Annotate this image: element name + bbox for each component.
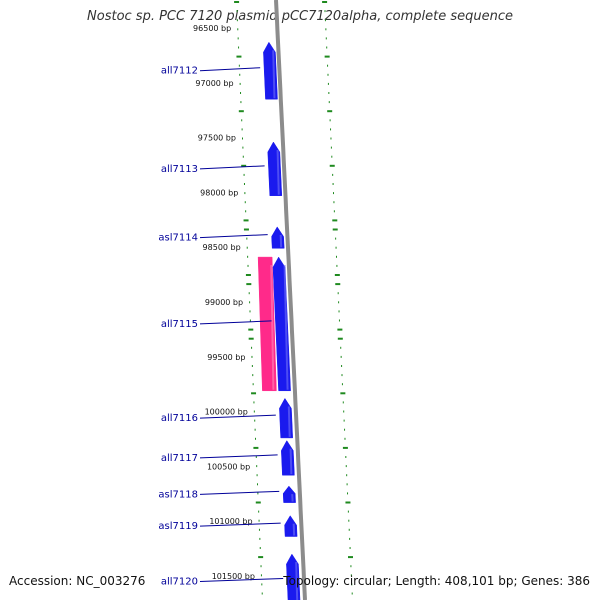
gene-feature[interactable] — [271, 226, 285, 249]
gene-features[interactable] — [257, 41, 301, 600]
gene-label[interactable]: all7113 — [161, 164, 198, 175]
gene-leader-line — [199, 165, 265, 170]
gene-label[interactable]: asl7118 — [158, 489, 198, 500]
bp-label: 100000 bp — [205, 408, 248, 417]
gene-feature[interactable] — [282, 485, 296, 503]
plasmid-backbone — [274, 0, 307, 600]
gene-label[interactable]: all7117 — [161, 453, 198, 464]
gene-leader-line — [199, 67, 261, 72]
map-title: Nostoc sp. PCC 7120 plasmid pCC7120alpha… — [87, 9, 513, 24]
gene-leader-line — [199, 490, 280, 495]
gene-label[interactable]: all7112 — [161, 66, 198, 77]
accession-text: Accession: NC_003276 — [9, 574, 146, 588]
gene-label[interactable]: asl7119 — [158, 521, 198, 532]
gene-leader-line — [199, 320, 272, 325]
feature-shading — [272, 50, 276, 99]
bp-label: 99500 bp — [207, 353, 245, 362]
feature-shading — [287, 406, 291, 437]
bp-label: 98000 bp — [200, 188, 238, 197]
gene-labels: all7112 all7113 asl7114 all7115 all7116 all71… — [158, 66, 284, 587]
gene-feature[interactable] — [263, 41, 278, 100]
gene-feature[interactable] — [281, 440, 295, 476]
bp-label: 97500 bp — [198, 134, 236, 143]
bp-position-labels: 96500 bp 97000 bp 97500 bp 98000 bp 98500 bp… — [193, 24, 255, 581]
gene-feature[interactable] — [284, 515, 298, 537]
gene-label[interactable]: all7120 — [161, 576, 198, 587]
bp-label: 101500 bp — [212, 572, 255, 581]
gene-label[interactable]: all7115 — [161, 319, 198, 330]
gene-leader-line — [199, 234, 268, 239]
bp-label: 97000 bp — [195, 79, 233, 88]
gene-label[interactable]: asl7114 — [158, 233, 198, 244]
feature-shading — [289, 448, 293, 475]
gene-leader-line — [199, 522, 281, 527]
topology-summary: Topology: circular; Length: 408,101 bp; … — [283, 574, 590, 588]
bp-label: 99000 bp — [205, 298, 243, 307]
bp-label: 101000 bp — [209, 517, 252, 526]
bp-label: 100500 bp — [207, 462, 250, 471]
feature-shading — [283, 265, 289, 390]
gene-leader-line — [199, 414, 276, 419]
feature-shading — [270, 265, 275, 390]
outer-tick-ring — [322, 1, 353, 595]
feature-shading — [276, 149, 280, 195]
bp-label: 96500 bp — [193, 24, 231, 33]
gene-feature[interactable] — [267, 141, 283, 196]
feature-shading — [295, 562, 299, 600]
gene-leader-line — [199, 454, 278, 459]
gene-leader-line — [199, 577, 284, 582]
gene-label[interactable]: all7116 — [161, 413, 198, 424]
gene-feature[interactable] — [279, 397, 293, 439]
bp-label: 98500 bp — [203, 243, 241, 252]
inner-tick-ring — [234, 1, 264, 595]
